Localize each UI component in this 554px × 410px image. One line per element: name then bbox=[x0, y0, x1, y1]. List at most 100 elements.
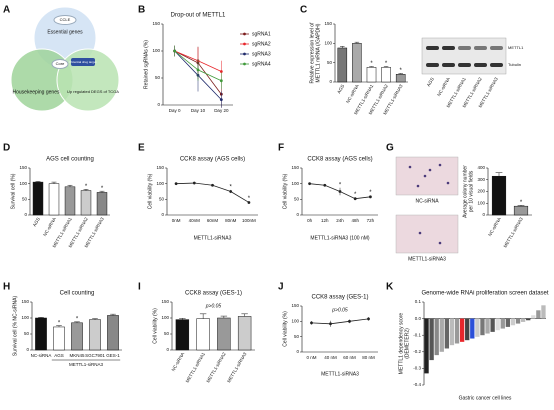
bar bbox=[490, 318, 495, 332]
x-tick-label: 60 nM bbox=[343, 355, 356, 360]
y-tick-label: 0.1 bbox=[415, 299, 422, 304]
legend-label: sgRNA4 bbox=[252, 61, 271, 67]
venn-label: Core bbox=[56, 61, 65, 66]
y-tick-label: 100 bbox=[291, 319, 299, 324]
venn-label: CCLE bbox=[60, 17, 71, 22]
y-tick-label: 50 bbox=[159, 197, 165, 202]
x-tick-label: 80nM bbox=[225, 218, 237, 223]
panel-letter: K bbox=[386, 282, 394, 293]
x-tick-label: Day 0 bbox=[169, 108, 181, 113]
significance: * bbox=[369, 190, 372, 196]
target-badge bbox=[71, 58, 95, 66]
bar bbox=[381, 67, 391, 83]
x-axis-label: Gastric cancer cell lines bbox=[459, 395, 512, 401]
x-tick-label: METTL1-siRNA1 bbox=[185, 351, 207, 383]
panel-letter: J bbox=[278, 282, 284, 293]
point bbox=[308, 182, 311, 186]
blot-band bbox=[474, 63, 487, 67]
y-tick-label: 100 bbox=[324, 41, 332, 46]
bar bbox=[510, 318, 516, 326]
y-tick-label: 0 bbox=[296, 212, 299, 217]
x-tick-label: 100nM bbox=[242, 218, 256, 223]
y-axis-label: Cell viability (%) bbox=[282, 173, 288, 209]
bar bbox=[480, 318, 485, 336]
significance: * bbox=[385, 61, 388, 67]
annotation: p>0.05 bbox=[331, 307, 348, 313]
x-tick-label: 60nM bbox=[207, 218, 219, 223]
y-axis-label: Relative expression level of bbox=[309, 22, 315, 83]
bar bbox=[513, 205, 529, 216]
chart-title: CCK8 assay (AGS cells) bbox=[180, 157, 245, 163]
blot-band-label: METTL1 bbox=[508, 45, 524, 50]
chart-title: Cell counting bbox=[60, 291, 95, 297]
blot-band bbox=[426, 63, 439, 67]
x-tick-label: MKN45 bbox=[69, 353, 85, 358]
y-tick-label: 0.0 bbox=[415, 316, 422, 321]
y-tick-label: 50 bbox=[294, 334, 300, 339]
point bbox=[369, 195, 372, 199]
venn-label: Essential genes bbox=[47, 29, 83, 35]
group-label: METTL1-siRNA3 bbox=[69, 362, 104, 367]
annotation: p>0.05 bbox=[205, 303, 222, 309]
bar bbox=[449, 318, 455, 346]
bar bbox=[32, 181, 44, 216]
bar bbox=[536, 310, 541, 319]
bar bbox=[495, 318, 500, 331]
image-label: NC-siRNA bbox=[415, 198, 439, 204]
significance: * bbox=[230, 185, 233, 191]
point bbox=[219, 70, 223, 73]
significance: * bbox=[101, 186, 104, 192]
y-tick-label: 100 bbox=[152, 48, 160, 53]
venn-label: Up regulated DEGS of TCGA bbox=[67, 89, 119, 94]
y-tick-label: 150 bbox=[161, 299, 169, 304]
bar bbox=[337, 47, 348, 83]
colony bbox=[438, 241, 442, 245]
panel-letter: I bbox=[138, 282, 141, 293]
x-tick-label: 80 nM bbox=[362, 355, 375, 360]
legend-label: sgRNA1 bbox=[252, 31, 271, 37]
point bbox=[219, 98, 223, 101]
y-axis-label: Cell viability (%) bbox=[147, 173, 153, 209]
y-tick-label: 0 bbox=[329, 79, 332, 84]
point bbox=[348, 319, 351, 323]
blot-band bbox=[442, 63, 455, 67]
y-tick-label: 300 bbox=[477, 177, 485, 182]
bar bbox=[434, 318, 439, 356]
bar bbox=[444, 318, 450, 349]
bar bbox=[80, 190, 92, 216]
bar bbox=[366, 67, 377, 83]
y-tick-label: 50 bbox=[327, 60, 333, 65]
y-tick-label: 150 bbox=[19, 165, 27, 170]
panel-letter: H bbox=[3, 282, 10, 293]
bar bbox=[217, 317, 231, 351]
y-axis-label: per 10 visual fields bbox=[468, 170, 474, 212]
y-axis-label: Average colony number bbox=[462, 165, 468, 218]
y-axis-label: Retained sgRNAs (%) bbox=[143, 40, 149, 89]
x-tick-label: NC-siRNA bbox=[345, 84, 360, 104]
y-tick-label: 100 bbox=[161, 315, 169, 320]
x-tick-label: NC-siRNA bbox=[42, 217, 57, 237]
bar bbox=[531, 315, 536, 319]
venn-label: Housekeeping genes bbox=[13, 89, 60, 95]
bar bbox=[491, 175, 507, 216]
y-tick-label: 100 bbox=[477, 200, 485, 205]
x-tick-label: 40 nM bbox=[324, 355, 337, 360]
significance: * bbox=[58, 320, 61, 326]
y-tick-label: 100 bbox=[156, 181, 164, 186]
x-tick-label: 48h bbox=[351, 218, 359, 223]
chart-title: CCK8 assay (AGS cells) bbox=[307, 157, 372, 163]
y-tick-label: -0.4 bbox=[413, 382, 421, 387]
colony-image bbox=[395, 214, 459, 254]
significance: * bbox=[248, 196, 251, 202]
y-tick-label: 50 bbox=[24, 331, 30, 336]
chart-title: CCK8 assay (GES-1) bbox=[311, 295, 368, 301]
x-tick-label: NC-siRNA bbox=[171, 352, 186, 372]
y-axis-label: Cell viability (%) bbox=[152, 308, 158, 344]
colony bbox=[418, 231, 422, 235]
blot-band bbox=[458, 63, 471, 67]
significance: * bbox=[85, 184, 88, 190]
ccle-badge bbox=[53, 15, 77, 25]
y-tick-label: -0.3 bbox=[413, 366, 421, 371]
legend-marker bbox=[243, 42, 246, 46]
